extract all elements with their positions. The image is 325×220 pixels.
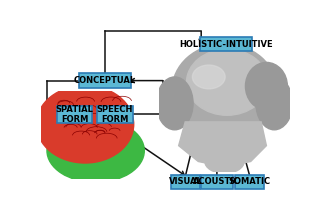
Text: SPATIAL
FORM: SPATIAL FORM	[56, 105, 94, 124]
FancyBboxPatch shape	[200, 37, 252, 51]
FancyBboxPatch shape	[79, 73, 131, 88]
FancyBboxPatch shape	[171, 175, 200, 189]
FancyBboxPatch shape	[201, 175, 233, 189]
Text: ACOUSTIC: ACOUSTIC	[193, 177, 240, 186]
Text: HOLISTIC-INTUITIVE: HOLISTIC-INTUITIVE	[179, 40, 273, 49]
Text: SOMATIC: SOMATIC	[228, 177, 271, 186]
Text: SPEECH
FORM: SPEECH FORM	[97, 105, 133, 124]
FancyBboxPatch shape	[235, 175, 264, 189]
FancyBboxPatch shape	[57, 106, 92, 123]
Text: VISUAL: VISUAL	[169, 177, 202, 186]
FancyBboxPatch shape	[97, 106, 133, 123]
Text: CONCEPTUAL: CONCEPTUAL	[74, 76, 136, 85]
